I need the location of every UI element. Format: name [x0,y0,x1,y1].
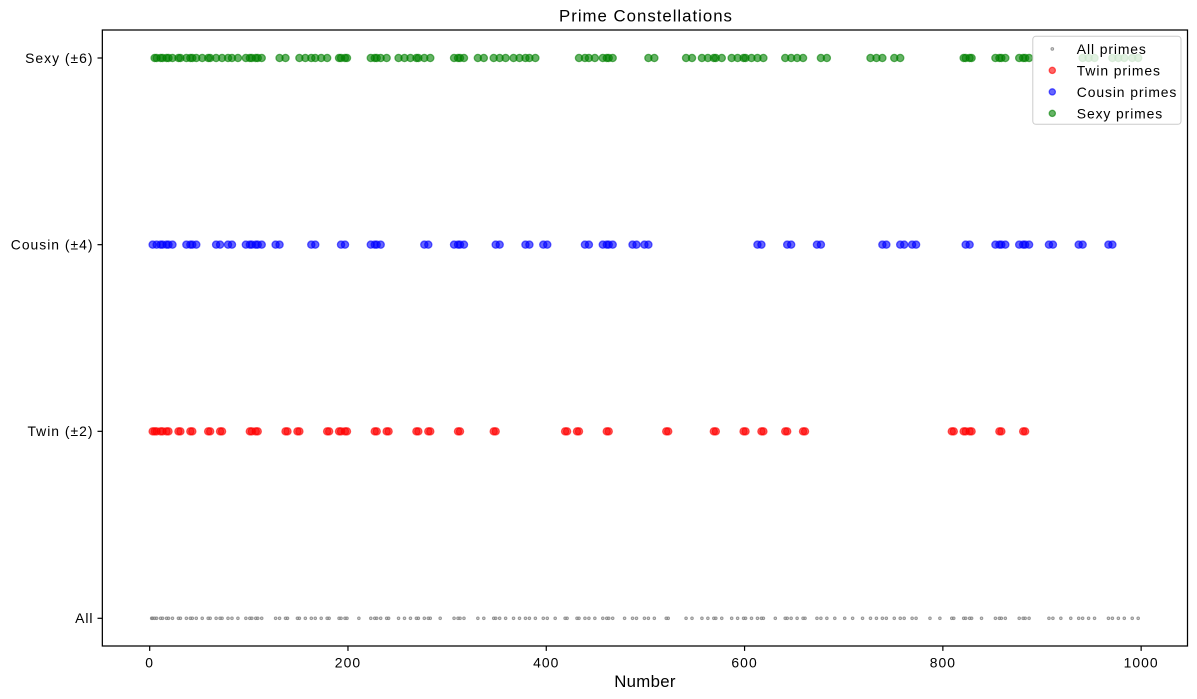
svg-text:All primes: All primes [1077,41,1147,57]
svg-text:Cousin primes: Cousin primes [1077,84,1177,100]
svg-text:All: All [75,610,93,626]
svg-text:400: 400 [533,654,559,670]
svg-text:600: 600 [731,654,757,670]
svg-text:Cousin (±4): Cousin (±4) [11,237,94,253]
svg-text:0: 0 [145,654,154,670]
svg-text:800: 800 [930,654,956,670]
svg-text:200: 200 [335,654,361,670]
svg-text:Twin (±2): Twin (±2) [27,423,93,439]
svg-text:Sexy (±6): Sexy (±6) [25,50,93,66]
svg-text:1000: 1000 [1124,654,1159,670]
svg-text:Number: Number [614,672,676,691]
svg-text:Prime Constellations: Prime Constellations [559,7,733,26]
svg-text:Sexy primes: Sexy primes [1077,105,1163,121]
svg-text:Twin primes: Twin primes [1077,62,1161,78]
